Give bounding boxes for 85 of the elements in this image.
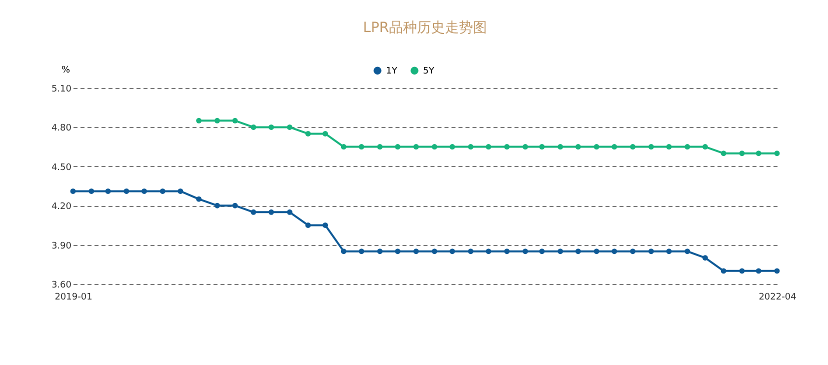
point xyxy=(558,144,564,150)
point xyxy=(340,248,346,254)
point xyxy=(160,188,166,194)
point xyxy=(214,118,220,124)
point xyxy=(305,222,311,228)
chart-title: LPR品种历史走势图 xyxy=(363,20,487,36)
point xyxy=(377,144,383,150)
point xyxy=(504,248,510,254)
point xyxy=(522,144,528,150)
point xyxy=(648,144,654,150)
y-tick-label: 3.60 xyxy=(51,280,72,290)
x-tick-label: 2022-04 xyxy=(758,292,797,302)
point xyxy=(539,248,545,254)
point xyxy=(774,268,780,274)
y-tick-label: 4.80 xyxy=(51,124,72,134)
point xyxy=(322,131,328,136)
point xyxy=(450,144,456,150)
point xyxy=(630,248,636,254)
legend-label: 1Y xyxy=(386,66,398,77)
point xyxy=(684,248,690,254)
point xyxy=(377,248,383,254)
point xyxy=(702,255,708,261)
point xyxy=(394,248,400,254)
point xyxy=(684,144,690,150)
y-tick-label: 5.10 xyxy=(51,84,72,94)
point xyxy=(486,144,492,150)
point xyxy=(124,188,130,194)
point xyxy=(268,124,274,130)
point xyxy=(286,209,292,215)
point xyxy=(558,248,564,254)
point xyxy=(594,144,600,150)
point xyxy=(648,248,654,254)
point xyxy=(739,268,745,274)
point xyxy=(594,248,600,254)
point xyxy=(105,188,111,194)
point xyxy=(666,144,672,150)
point xyxy=(575,248,581,254)
point xyxy=(612,248,618,254)
point xyxy=(358,248,364,254)
point xyxy=(394,144,400,150)
point xyxy=(739,150,745,156)
point xyxy=(232,202,238,208)
legend-label: 5Y xyxy=(423,66,435,77)
point xyxy=(468,248,474,254)
point xyxy=(413,248,419,254)
point xyxy=(232,118,238,124)
point xyxy=(630,144,636,150)
point xyxy=(286,124,292,130)
point xyxy=(468,144,474,150)
point xyxy=(756,150,762,156)
point xyxy=(522,248,528,254)
point xyxy=(268,209,274,215)
point xyxy=(305,131,311,136)
point xyxy=(539,144,545,150)
x-tick-label: 2019-01 xyxy=(54,292,92,302)
point xyxy=(720,150,726,156)
point xyxy=(196,118,202,124)
point xyxy=(702,144,708,150)
point xyxy=(720,268,726,274)
y-tick-label: 3.90 xyxy=(51,241,72,252)
point xyxy=(322,222,328,228)
point xyxy=(432,144,438,150)
point xyxy=(504,144,510,150)
y-axis-title: % xyxy=(62,66,70,76)
point xyxy=(250,209,256,215)
point xyxy=(358,144,364,150)
y-tick-label: 4.20 xyxy=(51,202,72,212)
point xyxy=(575,144,581,150)
point xyxy=(250,124,256,130)
point xyxy=(214,202,220,208)
point xyxy=(340,144,346,150)
point xyxy=(774,150,780,156)
point xyxy=(612,144,618,150)
point xyxy=(70,188,76,194)
point xyxy=(666,248,672,254)
point xyxy=(486,248,492,254)
point xyxy=(413,144,419,150)
point xyxy=(432,248,438,254)
point xyxy=(756,268,762,274)
y-tick-label: 4.50 xyxy=(51,162,72,173)
point xyxy=(450,248,456,254)
point xyxy=(178,188,184,194)
point xyxy=(88,188,94,194)
point xyxy=(196,196,202,202)
point xyxy=(141,188,147,194)
